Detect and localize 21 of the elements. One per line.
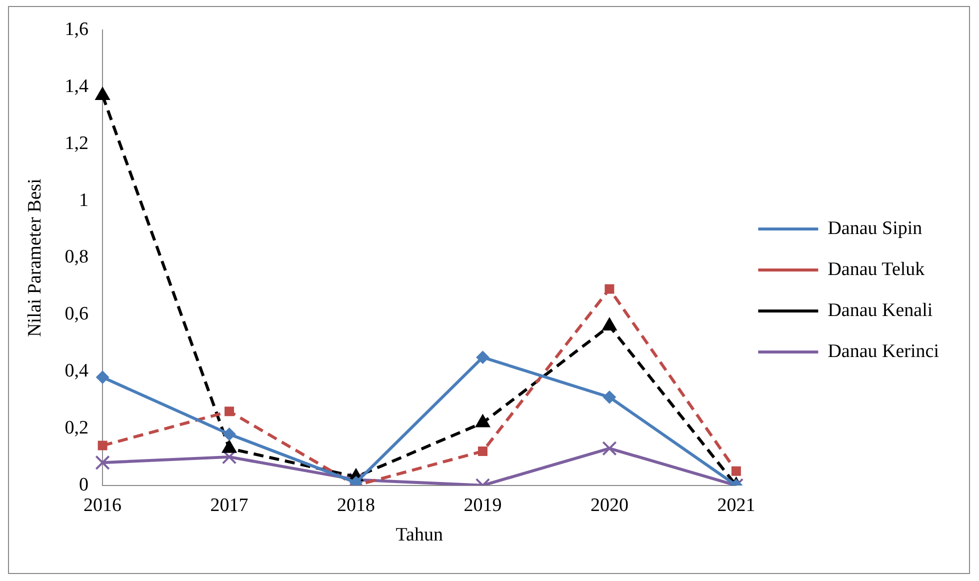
y-tick-label: 0 [79, 474, 89, 496]
legend-label: Danau Teluk [828, 258, 926, 280]
y-axis-title: Nilai Parameter Besi [24, 178, 46, 337]
x-tick-label: 2019 [464, 494, 502, 516]
legend-label: Danau Kenali [828, 300, 933, 321]
y-tick-label: 1 [79, 190, 89, 211]
x-axis-title: Tahun [396, 524, 444, 546]
y-tick-label: 0,6 [64, 304, 89, 325]
legend-label: Danau Sipin [828, 218, 923, 239]
y-tick-label: 1,4 [64, 76, 90, 97]
y-tick-label: 1,2 [64, 132, 89, 154]
legend-label: Danau Kerinci [828, 340, 940, 362]
y-tick-label: 0,2 [64, 417, 89, 438]
y-tick-label: 0,4 [64, 360, 90, 382]
x-tick-label: 2021 [717, 494, 756, 516]
y-tick-label: 1,6 [64, 18, 89, 40]
x-tick-label: 2016 [84, 494, 122, 516]
y-tick-label: 0,8 [64, 246, 89, 268]
x-tick-label: 2018 [337, 494, 376, 516]
x-tick-label: 2017 [210, 494, 248, 516]
x-tick-label: 2020 [590, 494, 628, 516]
